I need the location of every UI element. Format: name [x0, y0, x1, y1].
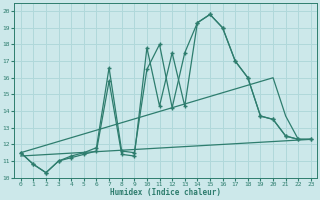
- X-axis label: Humidex (Indice chaleur): Humidex (Indice chaleur): [110, 188, 221, 197]
